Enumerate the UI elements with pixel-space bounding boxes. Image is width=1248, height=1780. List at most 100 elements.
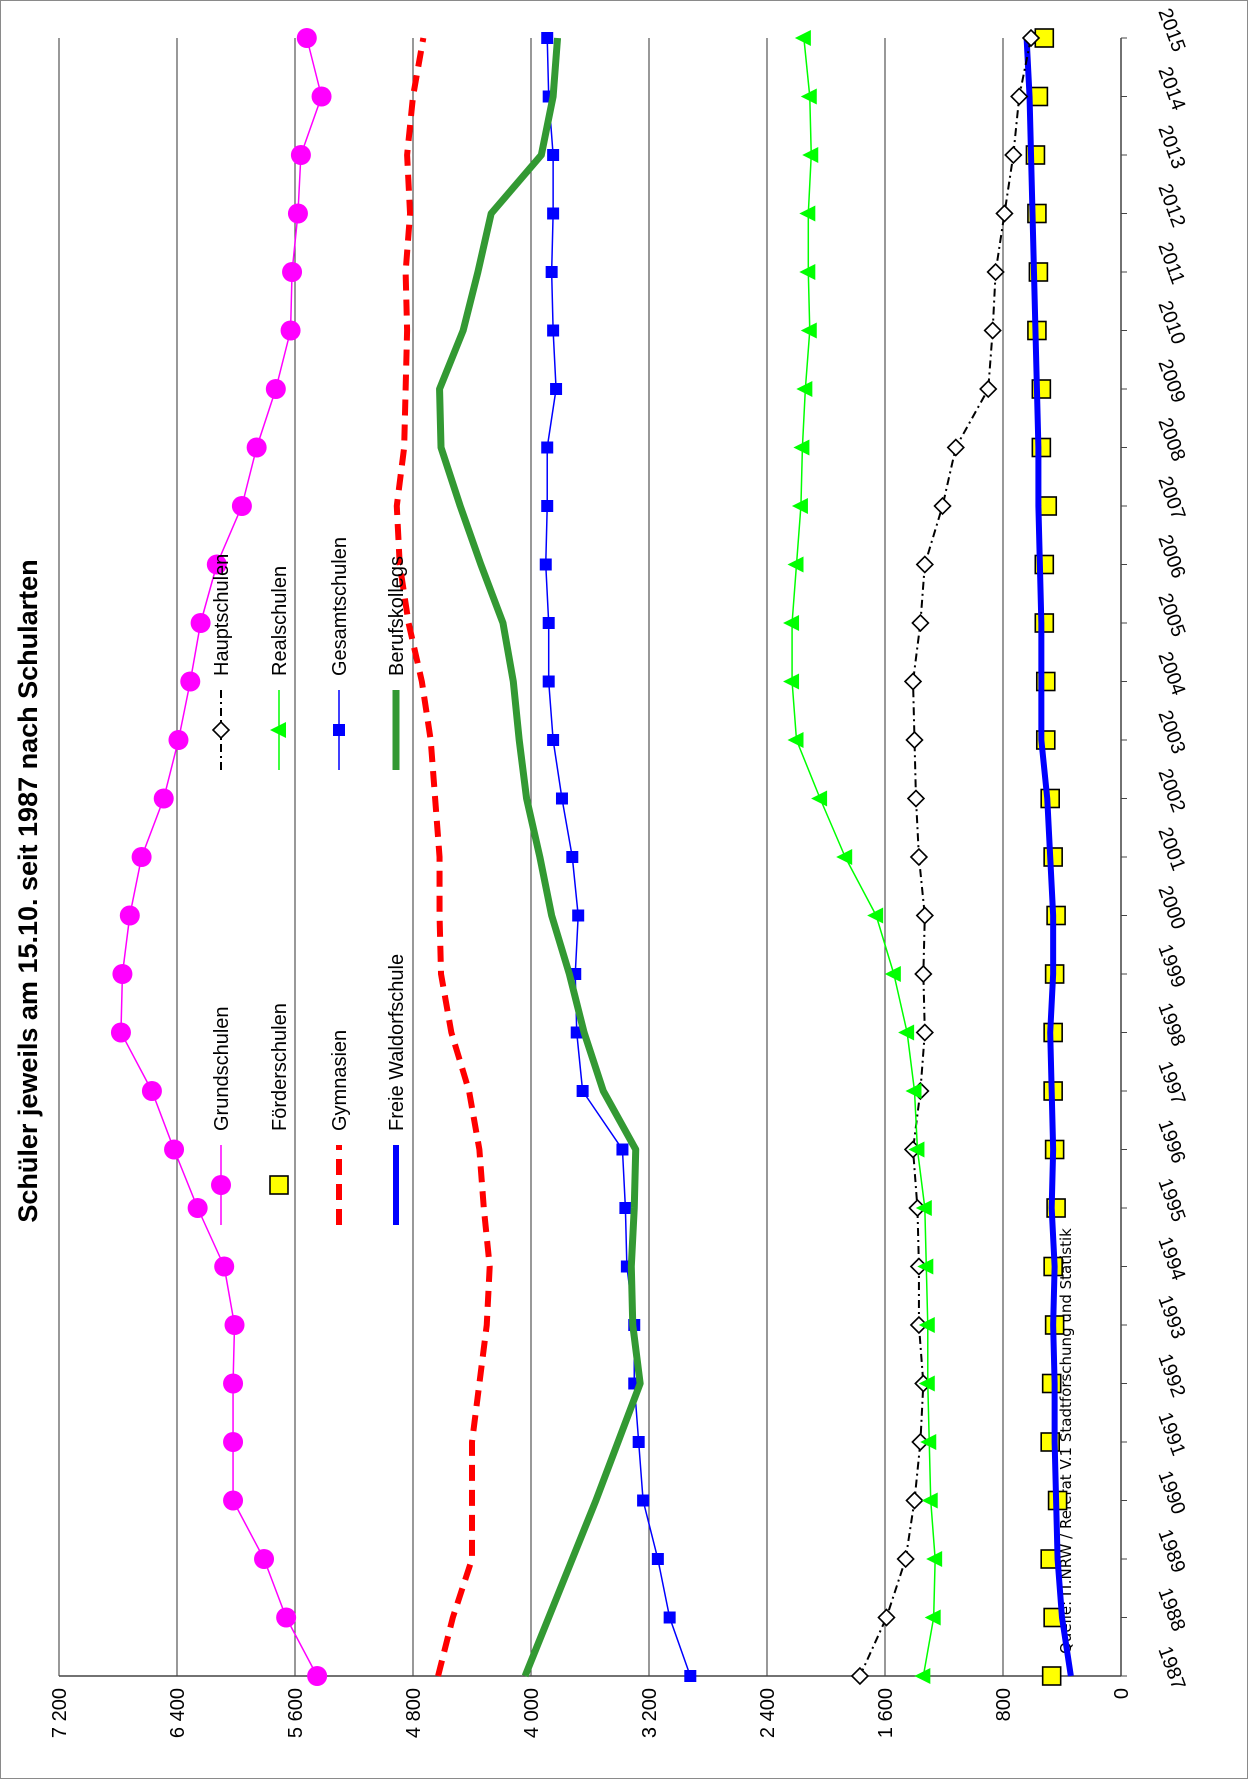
data-point: [180, 671, 201, 692]
series-freie-waldorfschule: [1023, 37, 1074, 1677]
y-tick-label: 1 600: [875, 1688, 897, 1738]
data-point: [918, 1375, 935, 1392]
data-point: [783, 673, 800, 690]
data-point: [983, 321, 1002, 340]
data-point: [333, 724, 345, 736]
data-point: [898, 1024, 915, 1041]
series-line-freie-waldorfschule: [1023, 37, 1074, 1677]
series-hauptschulen: [850, 28, 1041, 1686]
data-point: [566, 851, 579, 863]
legend-label: Gymnasien: [329, 1030, 351, 1131]
data-point: [799, 205, 816, 222]
data-point: [246, 437, 267, 458]
x-tick-label: 2005: [1153, 590, 1189, 639]
x-tick-label: 2006: [1153, 532, 1189, 581]
data-point: [547, 324, 560, 337]
data-point: [979, 379, 998, 399]
x-tick-label: 1987: [1153, 1643, 1189, 1692]
legend-label: Grundschulen: [211, 1006, 233, 1131]
data-point: [269, 1175, 289, 1195]
data-point: [995, 204, 1014, 223]
data-point: [933, 496, 952, 516]
data-point: [986, 262, 1005, 282]
data-point: [884, 966, 901, 982]
legend-item-realschulen: Realschulen: [269, 566, 291, 770]
legend-item-gymnasien: Gymnasien: [329, 1030, 351, 1225]
data-point: [783, 615, 800, 631]
x-tick-label: 1998: [1153, 1000, 1189, 1049]
data-point: [867, 907, 884, 924]
data-point: [946, 438, 965, 457]
data-point: [290, 145, 311, 165]
x-tick-label: 1988: [1153, 1585, 1189, 1634]
data-point: [787, 556, 804, 573]
data-point: [254, 1549, 275, 1569]
data-point: [802, 147, 819, 163]
data-point: [541, 32, 554, 44]
x-tick-label: 1990: [1153, 1468, 1189, 1517]
legend: Grundschulen Förderschulen Gymnasien Freie …: [211, 537, 408, 1225]
x-tick-label: 1989: [1153, 1526, 1189, 1575]
data-point: [541, 500, 554, 512]
x-tick-label: 2011: [1153, 239, 1188, 287]
data-point: [545, 266, 558, 278]
data-point: [911, 613, 930, 633]
data-point: [224, 1315, 245, 1335]
data-point: [550, 383, 563, 395]
data-point: [231, 496, 252, 516]
data-point: [311, 86, 332, 107]
data-point: [541, 441, 554, 454]
data-point: [547, 734, 560, 746]
x-tick-label: 2009: [1153, 356, 1189, 405]
data-point: [576, 1085, 589, 1097]
x-tick-label: 1995: [1153, 1175, 1189, 1224]
series-realschulen: [783, 30, 943, 1684]
y-tick-label: 800: [993, 1688, 1015, 1721]
legend-label: Realschulen: [269, 566, 291, 676]
data-point: [903, 672, 923, 691]
data-point: [877, 1608, 896, 1627]
x-tick-label: 2001: [1153, 824, 1189, 873]
data-point: [119, 905, 140, 926]
x-tick-label: 2012: [1153, 181, 1189, 230]
x-tick-label: 2000: [1153, 883, 1189, 932]
data-point: [270, 722, 286, 738]
data-point: [547, 149, 560, 161]
y-tick-label: 2 400: [757, 1688, 779, 1738]
data-point: [800, 322, 817, 339]
legend-item-f-rderschulen: Förderschulen: [269, 1003, 291, 1195]
legend-label: Berufskollegs: [386, 556, 408, 676]
data-point: [787, 732, 804, 748]
x-tick-label: 2004: [1153, 649, 1189, 698]
y-tick-label: 3 200: [639, 1688, 661, 1738]
data-point: [915, 906, 934, 925]
chart-title: Schüler jeweils am 15.10. seit 1987 nach…: [13, 559, 43, 1222]
y-tick-label: 0: [1111, 1688, 1133, 1699]
data-point: [905, 1083, 922, 1099]
data-point: [1021, 28, 1041, 48]
data-point: [915, 1023, 934, 1042]
data-point: [850, 1666, 870, 1686]
data-point: [555, 792, 568, 805]
data-point: [896, 1549, 915, 1569]
data-point: [547, 207, 560, 220]
series-berufskollegs: [436, 37, 644, 1678]
legend-item-grundschulen: Grundschulen: [211, 1006, 233, 1225]
data-point: [796, 381, 813, 397]
legend-label: Freie Waldorfschule: [386, 954, 408, 1131]
data-point: [794, 30, 811, 46]
series-gymnasien: [393, 37, 493, 1677]
x-tick-label: 1993: [1153, 1292, 1189, 1341]
data-point: [542, 617, 555, 629]
data-point: [619, 1202, 632, 1214]
data-point: [924, 1609, 941, 1626]
legend-item-hauptschulen: Hauptschulen: [211, 554, 233, 770]
data-point: [206, 554, 227, 575]
x-tick-label: 1992: [1153, 1351, 1189, 1400]
x-tick-label: 2003: [1153, 707, 1189, 756]
data-point: [917, 1258, 934, 1275]
data-point: [914, 964, 933, 984]
data-point: [153, 788, 174, 809]
